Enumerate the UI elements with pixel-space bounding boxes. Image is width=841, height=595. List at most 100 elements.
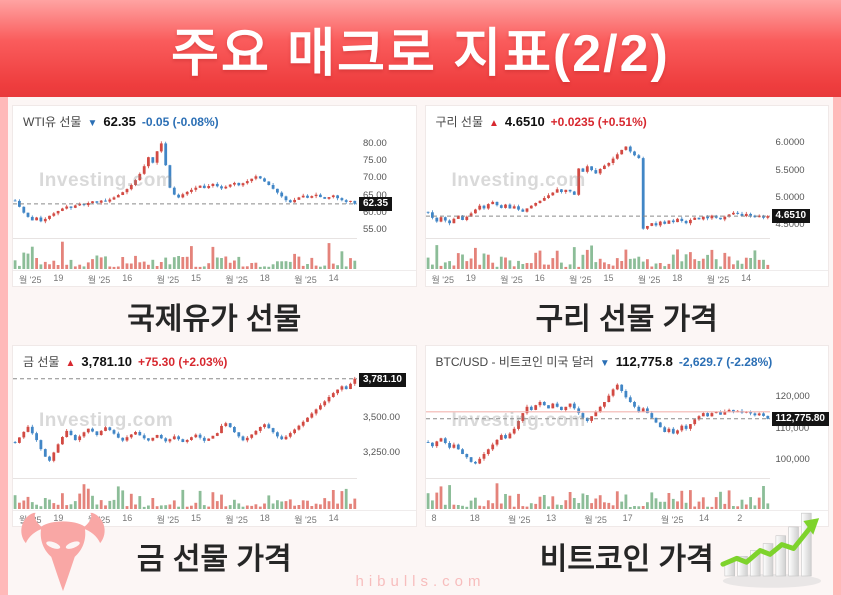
chart-grid: WTI유 선물 ▼ 62.35 -0.05 (-0.08%) Investing… [8,97,833,581]
page-title: 주요 매크로 지표(2/2) [171,25,670,83]
price-axis: 80.00 75.00 70.00 65.00 60.00 55.00 62.35 [357,134,416,238]
instrument-header: 구리 선물 ▲ 4.6510 +0.0235 (+0.51%) [426,106,829,134]
y-axis-tick: 120,000 [775,391,810,403]
y-axis-tick: 80.00 [363,137,387,149]
x-axis-tick: 월 '25 [156,275,180,285]
price-change: +75.30 (+2.03%) [137,355,228,369]
x-axis-tick: 월 '25 [431,275,455,285]
x-axis-tick: 19 [465,273,476,283]
x-axis-tick: 13 [546,513,557,523]
candlestick-chart[interactable]: Investing.com [13,134,357,238]
x-axis-tick: 월 '25 [706,275,730,285]
price-up-icon: ▲ [489,118,499,129]
price-change: +0.0235 (+0.51%) [550,115,647,129]
last-price-tag: 4.6510 [771,209,811,224]
x-axis-tick: 19 [53,273,64,283]
instrument-header: WTI유 선물 ▼ 62.35 -0.05 (-0.08%) [13,106,416,134]
instrument-header: 금 선물 ▲ 3,781.10 +75.30 (+2.03%) [13,346,416,374]
content-sheet: WTI유 선물 ▼ 62.35 -0.05 (-0.08%) Investing… [8,97,833,595]
x-axis-tick: 월 '25 [507,515,531,525]
x-axis-tick: 19 [53,513,64,523]
instrument-name: 구리 선물 [435,115,484,129]
gold-cell: 금 선물 ▲ 3,781.10 +75.30 (+2.03%) Investin… [12,345,417,581]
y-axis-tick: 6.0000 [775,137,805,149]
price-change: -0.05 (-0.08%) [141,115,219,129]
x-axis-tick: 월 '25 [500,275,523,285]
chart-caption-copper: 구리 선물 가격 [535,303,718,336]
last-price: 62.35 [103,114,136,129]
price-up-icon: ▲ [65,358,76,369]
candlestick-chart[interactable]: Investing.com [425,374,770,478]
y-axis-tick: 5.5000 [775,164,805,176]
instrument-name: WTI유 선물 [23,115,82,129]
x-axis-tick: 18 [672,273,683,283]
time-axis: 월 '25 19 월 '25 16 월 '25 15 월 '25 18 월 '25 14 [13,270,416,286]
x-axis-tick: 18 [259,273,270,283]
investing-watermark: Investing.com [39,410,174,431]
x-axis-tick: 2 [737,513,743,523]
x-axis-tick: 월 '25 [294,515,317,525]
time-axis: 8 18 월 '25 13 월 '25 17 월 '25 14 2 [425,510,828,526]
chart-panel-copper: 구리 선물 ▲ 4.6510 +0.0235 (+0.51%) Investin… [424,105,829,287]
x-axis-tick: 월 '25 [637,275,661,285]
last-price: 4.6510 [504,114,545,129]
btc-cell: BTC/USD - 비트코인 미국 달러 ▼ 112,775.8 -2,629.… [424,345,829,581]
x-axis-tick: 월 '25 [569,275,592,285]
y-axis-tick: 3,500.00 [363,412,400,424]
x-axis-tick: 8 [431,513,437,523]
x-axis-tick: 월 '25 [87,275,111,285]
y-axis-tick: 75.00 [363,155,387,166]
price-down-icon: ▼ [599,358,610,369]
y-axis-tick: 110,000 [775,422,810,434]
y-axis-tick: 3,250.00 [363,446,400,458]
x-axis-tick: 15 [603,273,614,283]
chart-panel-wti-crude: WTI유 선물 ▼ 62.35 -0.05 (-0.08%) Investing… [12,105,417,287]
site-watermark: hibulls.com [355,573,486,590]
y-axis-tick: 65.00 [363,189,387,201]
chart-caption-bitcoin: 비트코인 가격 [539,543,714,576]
price-axis: 120,000 110,000 100,000 112,775.80 [770,374,829,478]
instrument-name: BTC/USD - 비트코인 미국 달러 [435,355,594,369]
y-axis-tick: 70.00 [363,172,387,184]
x-axis-tick: 18 [259,513,270,523]
volume-chart[interactable] [13,238,357,270]
y-axis-tick: 60.00 [363,207,387,218]
x-axis-tick: 14 [328,273,339,283]
volume-chart[interactable] [13,478,357,510]
price-change: -2,629.7 (-2.28%) [678,355,773,369]
y-axis-tick: 5.0000 [775,191,805,203]
last-price-tag: 3,781.10 [359,373,406,387]
investing-watermark: Investing.com [451,170,586,191]
x-axis-tick: 18 [469,513,480,523]
x-axis-tick: 16 [122,273,133,283]
volume-chart[interactable] [425,238,770,270]
x-axis-tick: 월 '25 [156,515,180,525]
chart-panel-gold: 금 선물 ▲ 3,781.10 +75.30 (+2.03%) Investin… [12,345,417,527]
x-axis-tick: 월 '25 [225,275,248,285]
candlestick-chart[interactable]: Investing.com [13,374,357,478]
last-price: 112,775.8 [615,354,673,369]
volume-chart[interactable] [425,478,770,510]
last-price-tag: 112,775.80 [771,411,829,426]
last-price: 3,781.10 [81,354,132,369]
x-axis-tick: 월 '25 [294,275,317,285]
x-axis-tick: 14 [328,513,339,523]
x-axis-tick: 15 [191,273,202,283]
price-down-icon: ▼ [87,118,98,129]
x-axis-tick: 14 [699,513,710,523]
price-axis: 3,500.00 3,250.00 3,781.10 [357,373,416,478]
x-axis-tick: 16 [534,273,545,283]
copper-cell: 구리 선물 ▲ 4.6510 +0.0235 (+0.51%) Investin… [424,105,829,341]
x-axis-tick: 17 [622,513,633,523]
candlestick-chart[interactable]: Investing.com [425,134,770,238]
chart-panel-btc: BTC/USD - 비트코인 미국 달러 ▼ 112,775.8 -2,629.… [424,345,829,527]
x-axis-tick: 14 [741,273,752,283]
page-header: 주요 매크로 지표(2/2) [0,0,841,97]
x-axis-tick: 월 '25 [584,515,607,525]
y-axis-tick: 100,000 [775,454,810,466]
y-axis-tick: 55.00 [363,224,387,236]
y-axis-tick: 4.5000 [775,219,805,231]
bull-logo-icon [21,512,105,592]
investing-watermark: Investing.com [451,410,586,431]
x-axis-tick: 월 '25 [19,275,42,285]
